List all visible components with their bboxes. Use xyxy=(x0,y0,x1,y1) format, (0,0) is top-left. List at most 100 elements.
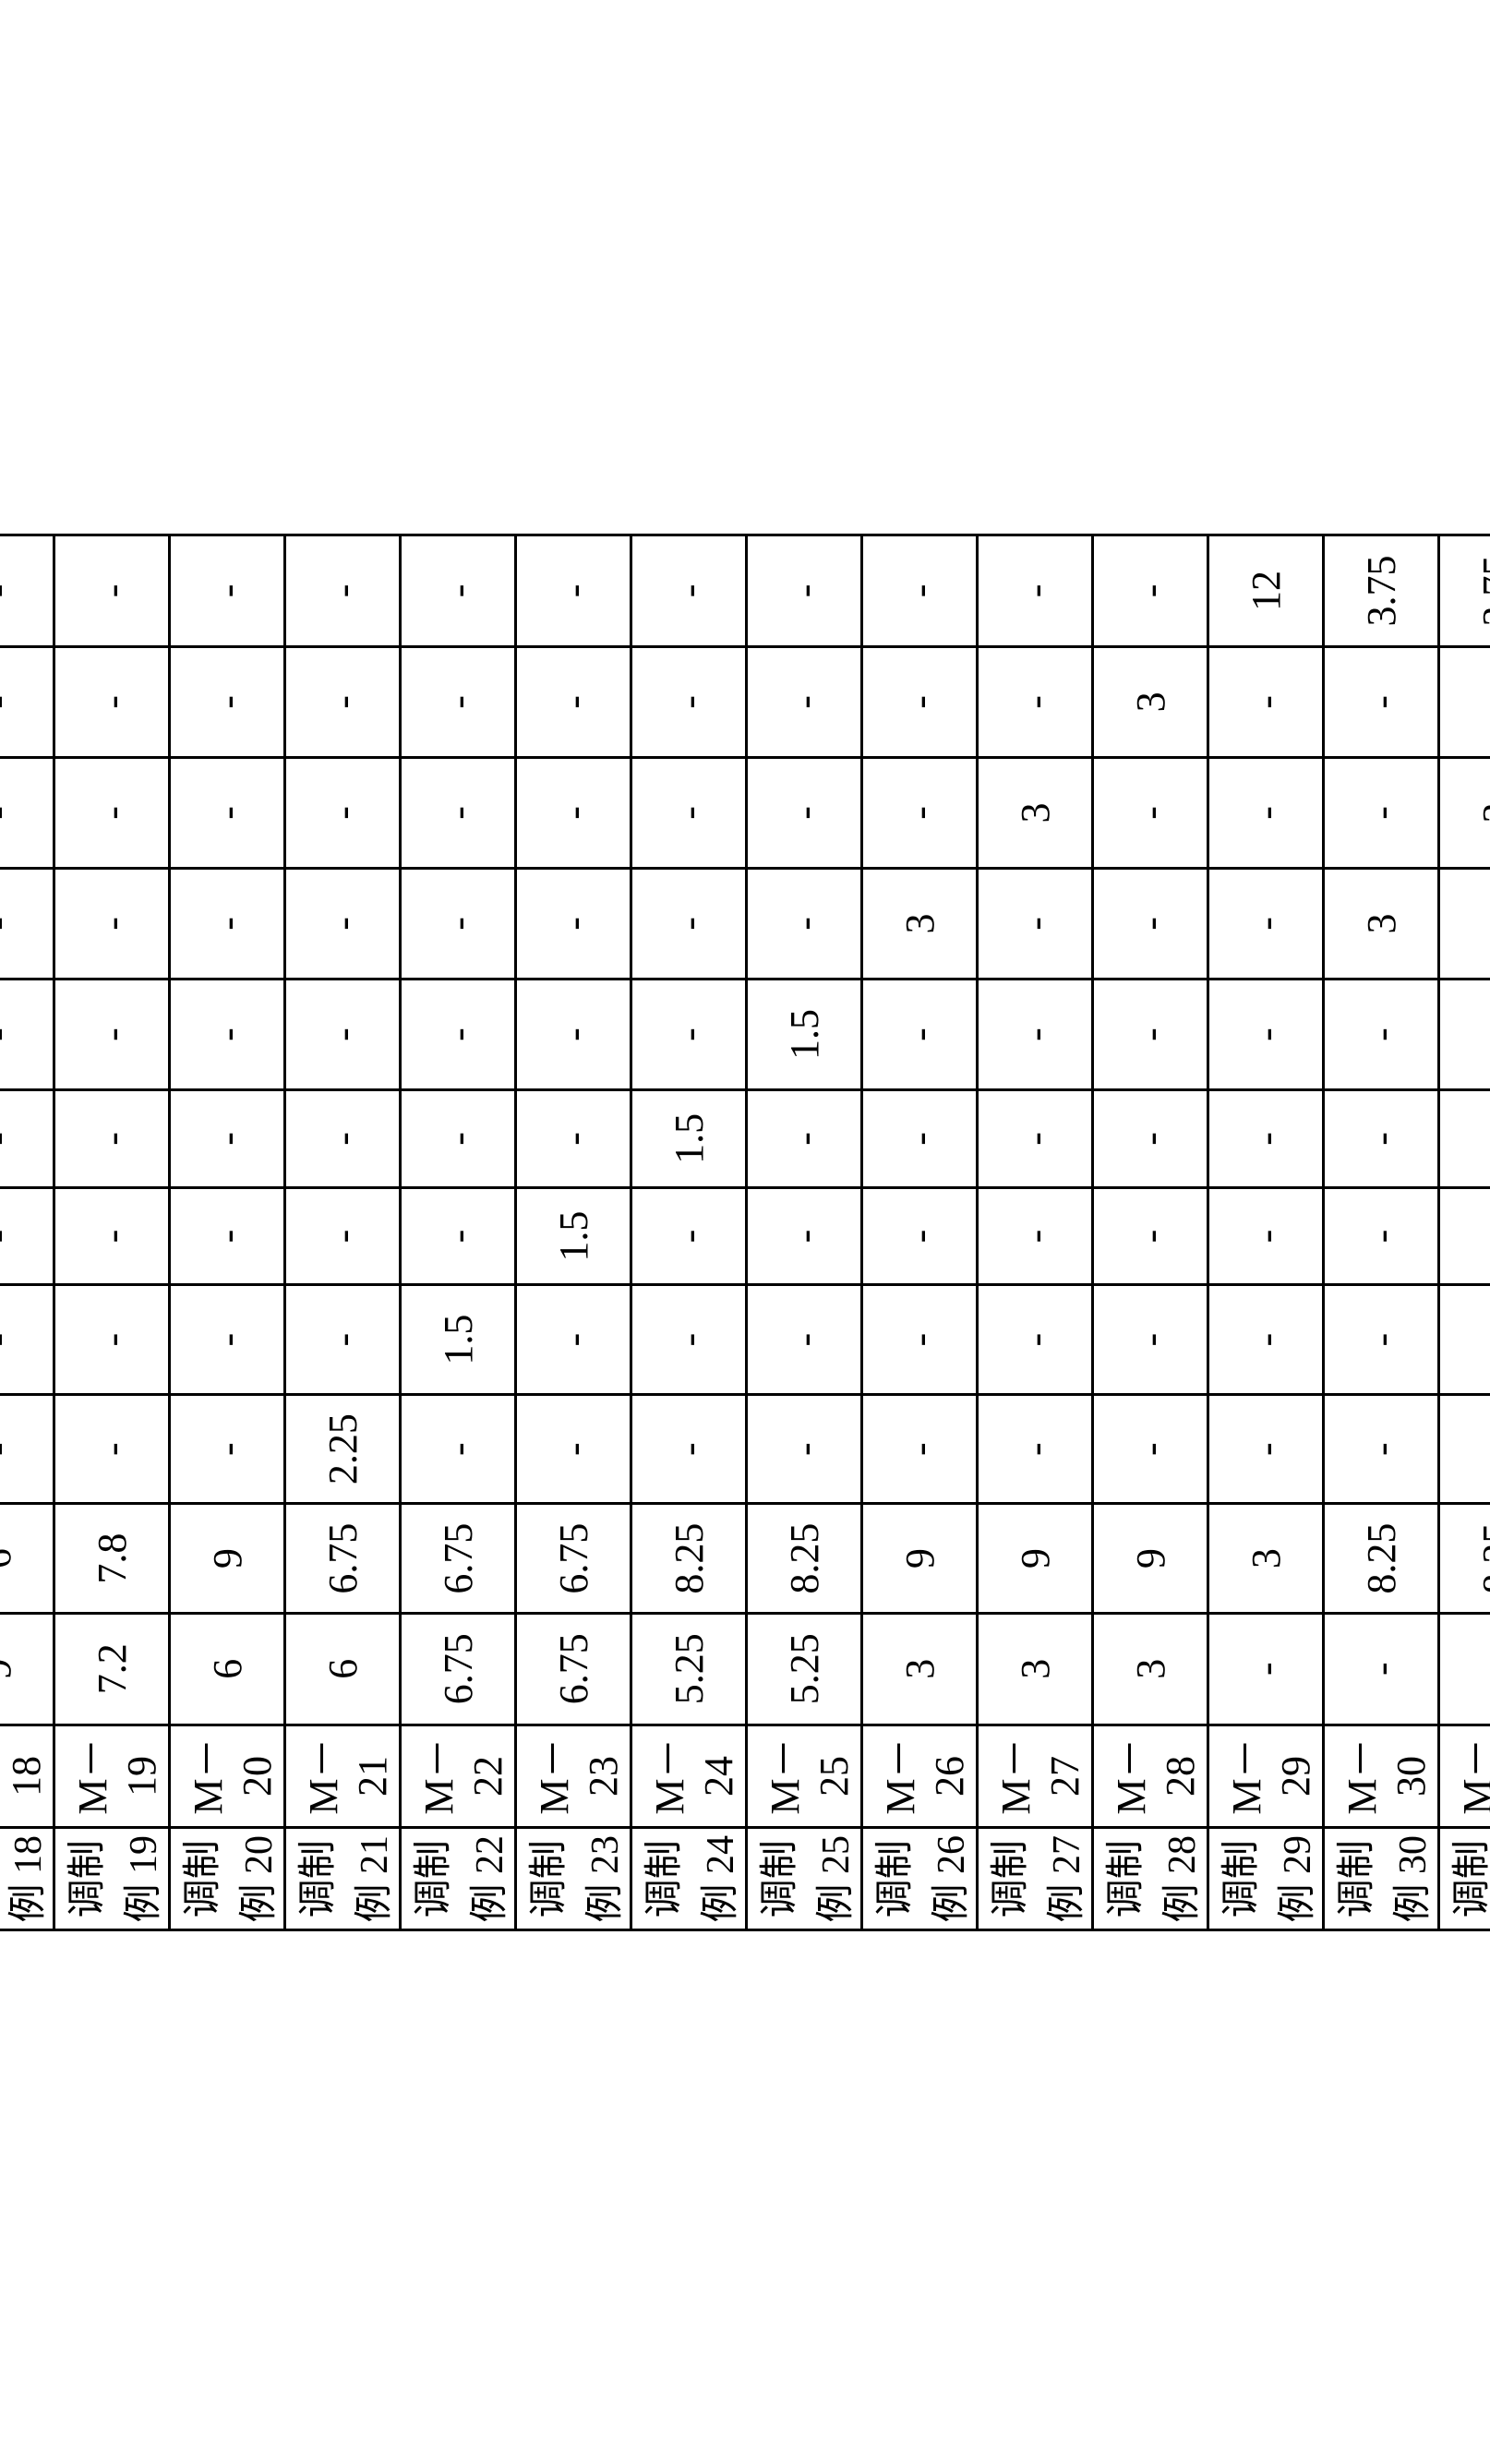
cell: - xyxy=(285,868,401,979)
cell: - xyxy=(401,979,516,1089)
cell: 9 xyxy=(978,1503,1093,1612)
cell: - xyxy=(54,1089,170,1187)
row-code: M－26 xyxy=(862,1725,978,1828)
row-code: M－29 xyxy=(1208,1725,1324,1828)
cell: 5.25 xyxy=(631,1613,747,1725)
cell: - xyxy=(0,1089,54,1187)
table-row: 调制例 19 M－19 7.2 7.8 - - - - - - - - - xyxy=(54,535,170,1929)
cell: - xyxy=(401,646,516,757)
cell: - xyxy=(862,1284,978,1393)
cell: - xyxy=(401,757,516,868)
cell: 2.25 xyxy=(285,1394,401,1503)
cell: 3 xyxy=(1324,868,1439,979)
cell: - xyxy=(0,979,54,1089)
cell: 1.5 xyxy=(401,1284,516,1393)
table-row: 调制例 26 M－26 3 9 - - - - - 3 - - - xyxy=(862,535,978,1929)
cell: - xyxy=(1208,757,1324,868)
cell: 12 xyxy=(1208,535,1324,646)
cell: - xyxy=(54,1284,170,1393)
cell: - xyxy=(516,757,631,868)
cell: 7.8 xyxy=(54,1503,170,1612)
cell: 3.75 xyxy=(1439,535,1490,646)
cell: 3 xyxy=(1208,1503,1324,1612)
cell: - xyxy=(862,646,978,757)
row-code: M－27 xyxy=(978,1725,1093,1828)
cell: - xyxy=(631,1187,747,1285)
cell: 6 xyxy=(285,1613,401,1725)
cell: - xyxy=(0,1284,54,1393)
cell: 3 xyxy=(978,1613,1093,1725)
cell: - xyxy=(862,757,978,868)
cell: 6.75 xyxy=(401,1503,516,1612)
page: 表 2 颜料分散液 O38 R177 R166 R224 O71 Y83 Y13… xyxy=(0,0,1490,2464)
cell: - xyxy=(1093,757,1208,868)
cell: - xyxy=(1324,1394,1439,1503)
cell: - xyxy=(1208,1089,1324,1187)
cell: - xyxy=(401,1089,516,1187)
cell: - xyxy=(862,1187,978,1285)
cell: - xyxy=(747,868,862,979)
cell: 8.25 xyxy=(1324,1503,1439,1612)
cell: 8.25 xyxy=(1439,1503,1490,1612)
cell: - xyxy=(1439,646,1490,757)
cell: - xyxy=(1208,1613,1324,1725)
cell: - xyxy=(170,868,285,979)
cell: - xyxy=(0,1394,54,1503)
cell: 3 xyxy=(1439,757,1490,868)
cell: - xyxy=(401,868,516,979)
cell: - xyxy=(285,535,401,646)
row-code: M－21 xyxy=(285,1725,401,1828)
cell: - xyxy=(285,1284,401,1393)
cell: - xyxy=(516,979,631,1089)
cell: - xyxy=(1324,757,1439,868)
cell: - xyxy=(631,868,747,979)
cell: - xyxy=(54,757,170,868)
row-code: M－19 xyxy=(54,1725,170,1828)
cell: 3.75 xyxy=(1324,535,1439,646)
table-row: 调制例 25 M－25 5.25 8.25 - - - - 1.5 - - - … xyxy=(747,535,862,1929)
cell: - xyxy=(0,1187,54,1285)
cell: - xyxy=(1208,979,1324,1089)
table-row: 调制例 21 M－21 6 6.75 2.25 - - - - - - - - xyxy=(285,535,401,1929)
cell: - xyxy=(978,1089,1093,1187)
cell: - xyxy=(1208,1394,1324,1503)
table-row: 调制例 23 M－23 6.75 6.75 - - 1.5 - - - - - … xyxy=(516,535,631,1929)
row-label: 调制例 24 xyxy=(631,1827,747,1929)
cell: 1.5 xyxy=(516,1187,631,1285)
cell: - xyxy=(1093,535,1208,646)
cell: - xyxy=(0,646,54,757)
cell: - xyxy=(516,1394,631,1503)
row-label: 调制例 23 xyxy=(516,1827,631,1929)
cell: - xyxy=(401,535,516,646)
cell: - xyxy=(54,1394,170,1503)
cell: - xyxy=(978,1394,1093,1503)
row-label: 调制例 18 xyxy=(0,1827,54,1929)
cell: - xyxy=(516,1284,631,1393)
cell: - xyxy=(747,1284,862,1393)
cell: 6 xyxy=(0,1503,54,1612)
cell: - xyxy=(1439,1284,1490,1393)
row-label: 调制例 19 xyxy=(54,1827,170,1929)
row-label: 调制例 20 xyxy=(170,1827,285,1929)
cell: - xyxy=(1439,1394,1490,1503)
row-label: 调制例 25 xyxy=(747,1827,862,1929)
cell: - xyxy=(401,1394,516,1503)
table-row: 调制例 20 M－20 6 9 - - - - - - - - - xyxy=(170,535,285,1929)
cell: - xyxy=(747,1089,862,1187)
row-label: 调制例 31 xyxy=(1439,1827,1490,1929)
row-code: M－24 xyxy=(631,1725,747,1828)
cell: 8.25 xyxy=(747,1503,862,1612)
cell: - xyxy=(1439,1089,1490,1187)
table-row: 调制例 22 M－22 6.75 6.75 - 1.5 - - - - - - … xyxy=(401,535,516,1929)
cell: - xyxy=(1093,979,1208,1089)
row-label: 调制例 26 xyxy=(862,1827,978,1929)
cell: - xyxy=(1093,868,1208,979)
cell: 9 xyxy=(862,1503,978,1612)
cell: - xyxy=(170,757,285,868)
cell: - xyxy=(747,1187,862,1285)
cell: - xyxy=(978,979,1093,1089)
row-label: 调制例 22 xyxy=(401,1827,516,1929)
cell: - xyxy=(0,868,54,979)
table-row: 调制例 18 M－18 9 6 - - - - - - - - - xyxy=(0,535,54,1929)
cell: - xyxy=(170,979,285,1089)
